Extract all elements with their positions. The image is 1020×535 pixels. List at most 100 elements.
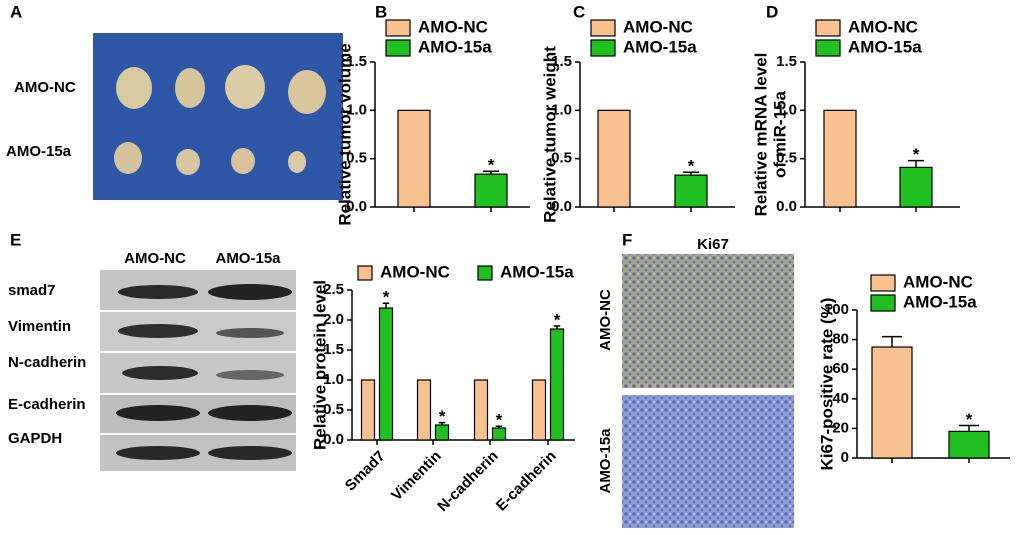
column-label: AMO-NC bbox=[124, 250, 186, 267]
error-bar bbox=[908, 159, 924, 168]
legend-label: AMO-NC bbox=[380, 262, 450, 281]
image-title: Ki67 bbox=[697, 236, 729, 253]
error-bar bbox=[495, 425, 503, 428]
y-tick-label: 0.0 bbox=[551, 198, 572, 215]
y-axis-label: Relative mRNA level bbox=[751, 53, 770, 217]
error-bar bbox=[438, 421, 446, 425]
legend-label: AMO-NC bbox=[848, 17, 918, 36]
y-tick-label: 1.5 bbox=[346, 53, 367, 70]
legend-swatch bbox=[385, 19, 411, 37]
y-tick-label: 20 bbox=[832, 419, 849, 436]
bar bbox=[491, 427, 507, 441]
y-axis-label: Relative tumor volume bbox=[335, 43, 354, 225]
y-tick-label: 1.5 bbox=[776, 53, 797, 70]
bar bbox=[948, 430, 990, 459]
legend-swatch bbox=[815, 19, 841, 37]
significance-marker: * bbox=[688, 157, 695, 176]
bar bbox=[397, 109, 431, 208]
y-axis-label: Relative tumor weight bbox=[540, 46, 559, 223]
y-tick-label: 0.5 bbox=[346, 150, 367, 167]
x-tick-label: N-cadherin bbox=[434, 448, 501, 515]
y-tick-label: 1.0 bbox=[776, 101, 797, 118]
legend-swatch bbox=[815, 39, 841, 57]
panel-label: E bbox=[10, 230, 21, 249]
row-label: E-cadherin bbox=[8, 396, 86, 413]
legend-label: AMO-NC bbox=[623, 17, 693, 36]
legend-swatch bbox=[590, 19, 616, 37]
y-tick-label: 80 bbox=[832, 331, 849, 348]
row-label: Vimentin bbox=[8, 318, 71, 335]
row-label: N-cadherin bbox=[8, 354, 86, 371]
legend-swatch bbox=[385, 39, 411, 57]
x-tick-label: E-cadherin bbox=[493, 448, 560, 515]
legend-swatch bbox=[870, 294, 896, 312]
y-tick-label: 0.5 bbox=[323, 401, 344, 418]
y-axis-label: Relative protein level bbox=[310, 280, 329, 450]
significance-marker: * bbox=[554, 310, 561, 329]
panel-label: D bbox=[766, 2, 778, 21]
panel-label: F bbox=[622, 230, 632, 249]
bar bbox=[549, 328, 565, 441]
legend-label: AMO-15a bbox=[848, 37, 922, 56]
ihc-image bbox=[622, 254, 794, 388]
significance-marker: * bbox=[439, 407, 446, 426]
x-tick-label: Vimentin bbox=[388, 448, 445, 505]
legend-swatch bbox=[357, 265, 373, 281]
y-tick-label: 0.5 bbox=[776, 150, 797, 167]
error-bar bbox=[382, 302, 390, 308]
legend-label: AMO-NC bbox=[418, 17, 488, 36]
ihc-image bbox=[622, 395, 794, 528]
row-label: AMO-15a bbox=[6, 143, 72, 160]
x-tick-label: Smad7 bbox=[342, 448, 389, 495]
y-tick-label: 1.5 bbox=[551, 53, 572, 70]
y-tick-label: 1.0 bbox=[323, 371, 344, 388]
bar bbox=[360, 379, 376, 441]
legend-swatch bbox=[590, 39, 616, 57]
western-blot bbox=[100, 270, 296, 471]
row-label: AMO-NC bbox=[597, 289, 614, 351]
error-bar bbox=[553, 325, 561, 329]
legend-label: AMO-NC bbox=[903, 272, 973, 291]
legend-label: AMO-15a bbox=[500, 262, 574, 281]
panel-label: A bbox=[10, 2, 22, 21]
bar bbox=[597, 109, 631, 208]
y-axis-label: of miR-15a bbox=[770, 91, 789, 178]
significance-marker: * bbox=[496, 411, 503, 430]
y-tick-label: 0.0 bbox=[346, 198, 367, 215]
y-tick-label: 2.0 bbox=[323, 311, 344, 328]
bar bbox=[899, 166, 933, 208]
y-tick-label: 1.5 bbox=[323, 341, 344, 358]
error-bar bbox=[959, 424, 979, 432]
legend-label: AMO-15a bbox=[903, 292, 977, 311]
bar bbox=[434, 424, 450, 441]
error-bar bbox=[483, 170, 499, 175]
y-tick-label: 1.0 bbox=[551, 101, 572, 118]
significance-marker: * bbox=[383, 288, 390, 307]
row-label: AMO-NC bbox=[14, 79, 76, 96]
significance-marker: * bbox=[913, 145, 920, 164]
legend-swatch bbox=[870, 274, 896, 292]
y-tick-label: 2.5 bbox=[323, 281, 344, 298]
significance-marker: * bbox=[966, 410, 973, 429]
bar bbox=[416, 379, 432, 441]
bar bbox=[531, 379, 547, 441]
y-tick-label: 0.5 bbox=[551, 150, 572, 167]
y-tick-label: 1.0 bbox=[346, 101, 367, 118]
legend-label: AMO-15a bbox=[418, 37, 492, 56]
y-tick-label: 0.0 bbox=[776, 198, 797, 215]
legend-label: AMO-15a bbox=[623, 37, 697, 56]
y-tick-label: 100 bbox=[824, 301, 849, 318]
column-label: AMO-15a bbox=[215, 250, 281, 267]
bar bbox=[378, 307, 394, 441]
bar bbox=[674, 174, 708, 208]
tumor-photo bbox=[93, 33, 343, 200]
panel-label: C bbox=[573, 2, 585, 21]
y-tick-label: 40 bbox=[832, 390, 849, 407]
y-tick-label: 0 bbox=[841, 449, 849, 466]
y-tick-label: 0.0 bbox=[323, 431, 344, 448]
bar bbox=[473, 379, 489, 441]
legend-swatch bbox=[477, 265, 493, 281]
significance-marker: * bbox=[488, 156, 495, 175]
row-label: smad7 bbox=[8, 282, 56, 299]
